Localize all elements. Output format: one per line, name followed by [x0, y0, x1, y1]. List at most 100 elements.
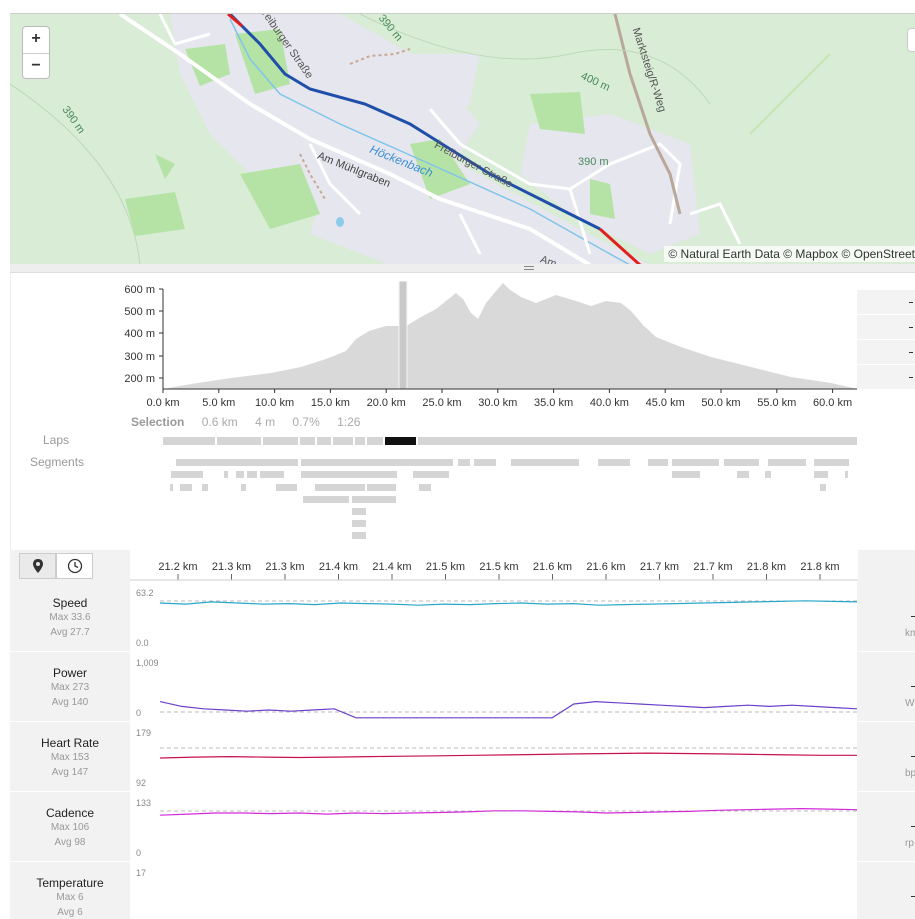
segment-block[interactable]: [315, 484, 365, 491]
segment-block[interactable]: [768, 459, 806, 466]
segment-block[interactable]: [303, 496, 349, 503]
lap-block[interactable]: [163, 437, 215, 445]
series-line: [159, 600, 858, 606]
x-tick-label: 10.0 km: [255, 397, 294, 409]
segment-block[interactable]: [672, 459, 719, 466]
segment-block[interactable]: [724, 459, 759, 466]
x-tick-label: 60.0 km: [813, 397, 852, 409]
segment-block[interactable]: [202, 484, 208, 491]
lap-block[interactable]: [263, 437, 298, 445]
segment-block[interactable]: [367, 484, 396, 491]
lap-block[interactable]: [355, 437, 365, 445]
segment-block[interactable]: [814, 459, 849, 466]
metric-value-placeholder: [911, 686, 915, 687]
segment-block[interactable]: [236, 471, 244, 478]
metric-chart[interactable]: 63.2 0.0: [130, 582, 858, 651]
zoom-out-button[interactable]: −: [23, 53, 49, 79]
selection-title: Selection: [131, 415, 185, 429]
metric-line-plot: [159, 807, 858, 816]
segment-block[interactable]: [458, 459, 470, 466]
metric-chart[interactable]: 17: [130, 862, 858, 919]
side-stat: [857, 315, 915, 340]
lap-block[interactable]: [317, 437, 331, 445]
segment-block[interactable]: [672, 471, 700, 478]
zoom-in-button[interactable]: +: [31, 30, 41, 47]
metric-line-plot: [159, 700, 858, 719]
route-map[interactable]: 390 m 390 m 390 m 400 m Freiburger Straß…: [10, 13, 915, 264]
grip-icon: [524, 266, 534, 270]
segment-block[interactable]: [820, 484, 826, 491]
segment-block[interactable]: [352, 520, 366, 527]
segment-block[interactable]: [474, 459, 496, 466]
segment-block[interactable]: [737, 471, 749, 478]
metric-max: Max 6: [56, 892, 84, 903]
x-tick-label: 21.4 km: [372, 561, 412, 573]
segment-block[interactable]: [765, 471, 771, 478]
segment-block[interactable]: [171, 471, 203, 478]
segment-block[interactable]: [224, 471, 228, 478]
tab-distance[interactable]: [19, 553, 56, 579]
map-attribution[interactable]: © Natural Earth Data © Mapbox © OpenStre…: [664, 246, 915, 262]
segment-block[interactable]: [170, 484, 173, 491]
metric-row: Speed Max 33.6 Avg 27.7 63.2 0.0 km: [10, 582, 915, 652]
segment-block[interactable]: [352, 508, 366, 515]
segment-block[interactable]: [180, 484, 192, 491]
laps-segments-track[interactable]: [161, 433, 861, 548]
x-tick-label: 5.0 km: [202, 397, 235, 409]
segment-block[interactable]: [247, 471, 257, 478]
lap-block[interactable]: [217, 437, 261, 445]
lap-block-selected[interactable]: [385, 437, 416, 445]
clock-icon: [67, 558, 82, 574]
segment-block[interactable]: [176, 459, 298, 466]
segment-block[interactable]: [301, 471, 397, 478]
segment-block[interactable]: [511, 459, 579, 466]
y-tick-label: 500 m: [124, 306, 155, 318]
segments-rows[interactable]: [170, 459, 849, 539]
metric-max: Max 106: [50, 822, 90, 833]
metric-max: Max 153: [50, 752, 90, 763]
laps-bar[interactable]: [163, 437, 857, 445]
y-tick-label: 300 m: [124, 351, 155, 363]
segment-block[interactable]: [419, 484, 431, 491]
segment-block[interactable]: [241, 484, 246, 491]
selection-marker[interactable]: [398, 281, 408, 390]
segment-block[interactable]: [413, 471, 449, 478]
map-pin-icon: [32, 559, 43, 573]
segment-block[interactable]: [276, 484, 297, 491]
segment-block[interactable]: [598, 459, 630, 466]
x-tick-label: 21.8 km: [800, 561, 840, 573]
segment-block[interactable]: [814, 471, 828, 478]
metric-label-panel: Speed Max 33.6 Avg 27.7: [10, 582, 130, 651]
resize-handle[interactable]: [10, 264, 915, 273]
metric-avg: Avg 27.7: [50, 627, 90, 638]
tab-time[interactable]: [56, 553, 93, 579]
segment-block[interactable]: [648, 459, 668, 466]
metric-row: Cadence Max 106 Avg 98 133 0 rp: [10, 792, 915, 862]
lap-block[interactable]: [418, 437, 857, 445]
x-tick-label: 15.0 km: [311, 397, 350, 409]
map-layer-control[interactable]: [907, 28, 915, 52]
lap-block[interactable]: [333, 437, 353, 445]
y-min-label: 0: [136, 848, 142, 858]
x-tick-label: 40.0 km: [590, 397, 629, 409]
overview-panel: 600 m 500 m 400 m 300 m 200 m 0.0 km 5.0 …: [10, 273, 915, 550]
metric-chart[interactable]: 179 92: [130, 722, 858, 791]
metric-row: Power Max 273 Avg 140 1,009 0 W: [10, 652, 915, 722]
segment-block[interactable]: [845, 471, 848, 478]
segment-block[interactable]: [260, 471, 284, 478]
map-canvas[interactable]: [10, 14, 915, 264]
metric-label-panel: Power Max 273 Avg 140: [10, 652, 130, 721]
x-tick-label: 21.5 km: [425, 561, 466, 573]
metric-chart[interactable]: 1,009 0: [130, 652, 858, 721]
segment-block[interactable]: [301, 459, 453, 466]
lap-block[interactable]: [300, 437, 315, 445]
lap-block[interactable]: [367, 437, 383, 445]
selection-grade: 0.7%: [292, 415, 320, 429]
segment-block[interactable]: [352, 496, 396, 503]
x-tick-label: 21.8 km: [746, 561, 787, 573]
metric-value-placeholder: [911, 756, 915, 757]
x-tick-label: 0.0 km: [146, 397, 179, 409]
segment-block[interactable]: [352, 532, 366, 539]
elevation-profile[interactable]: 600 m 500 m 400 m 300 m 200 m 0.0 km 5.0 …: [111, 281, 915, 421]
metric-chart[interactable]: 133 0: [130, 792, 858, 861]
